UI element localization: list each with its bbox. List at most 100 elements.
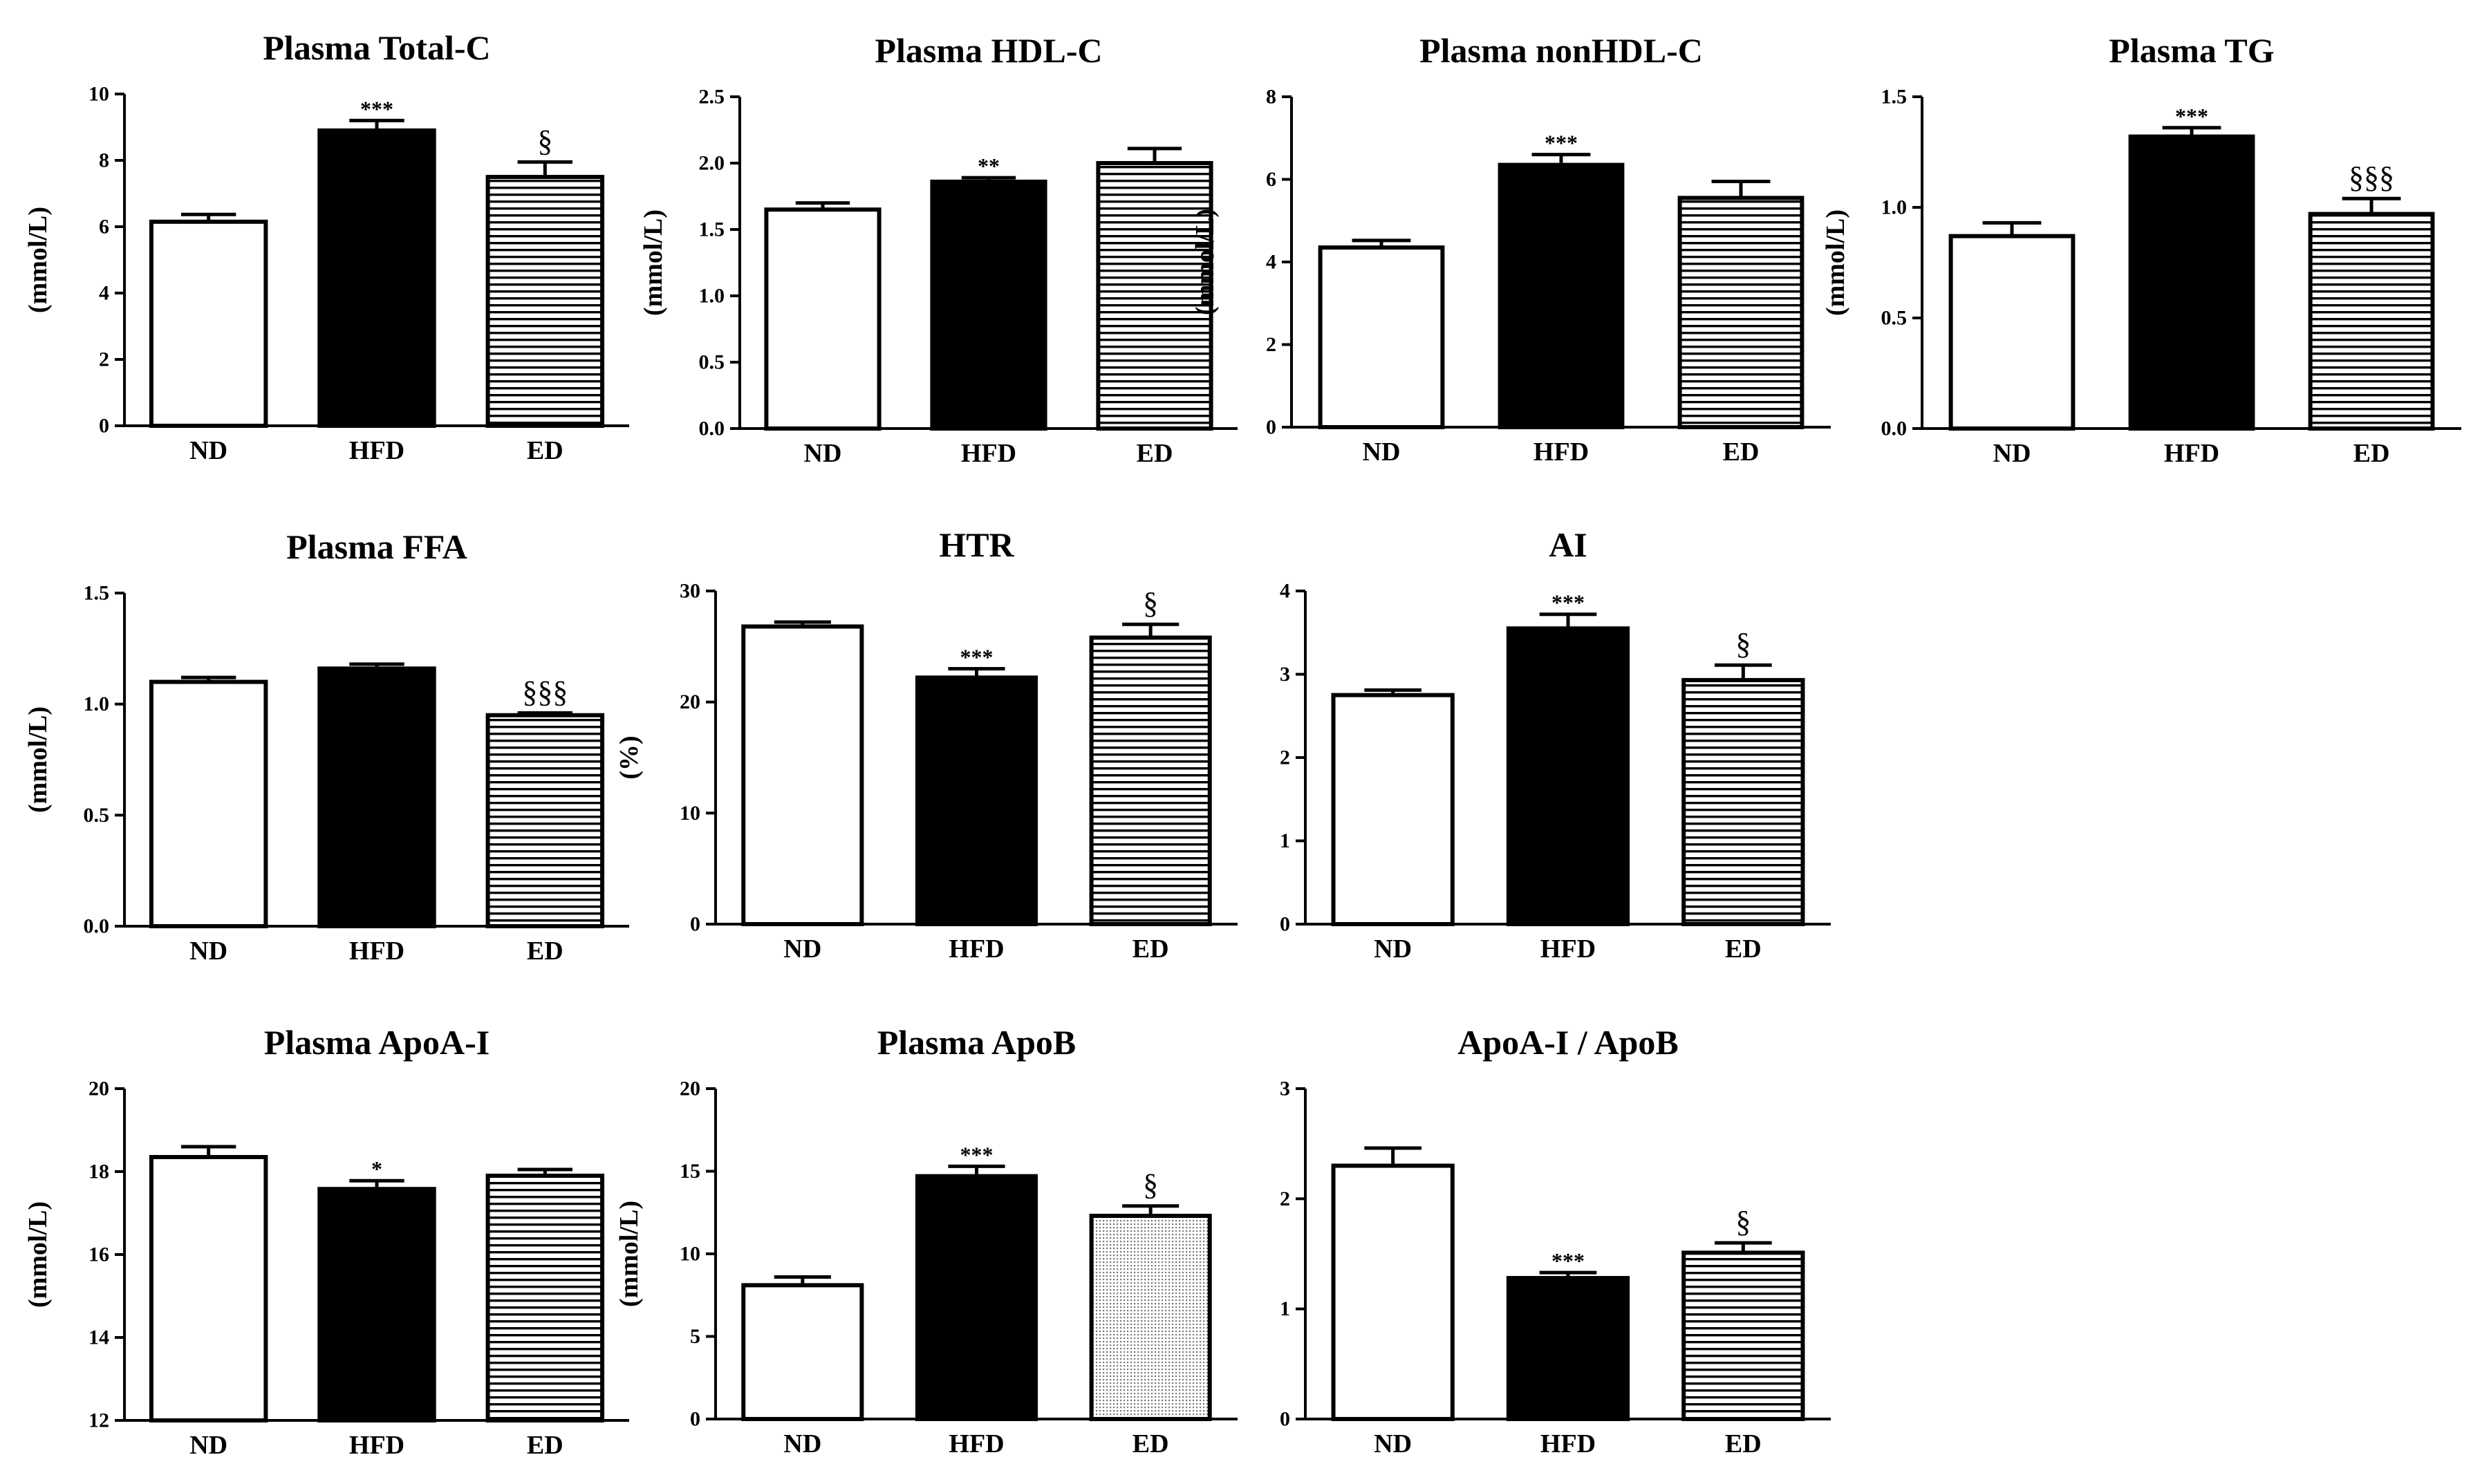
y-tick-label: 1 [1280,1297,1290,1320]
chart-panel-7: AI 0 1 2 3 4 ND HFD *** ED § [1280,525,1831,964]
chart-title: HTR [939,525,1014,564]
y-tick-label: 16 [88,1243,109,1266]
chart-title: AI [1549,525,1587,564]
y-axis-label: (mmol/L) [24,1201,53,1308]
y-tick-label: 30 [680,580,700,603]
bar-hfd [317,128,436,429]
bar-nd [1318,245,1445,429]
chart-panel-1: Plasma Total-C (mmol/L) 0 2 4 6 8 10 ND HFD *** ED § [24,28,629,465]
significance-label: *** [960,644,994,669]
x-tick-label: ND [189,1431,227,1460]
y-tick-label: 3 [1280,663,1290,686]
x-tick-label: HFD [1540,934,1596,964]
y-tick-label: 0.0 [699,417,725,440]
bar-ed [1096,161,1213,431]
bar-ed [485,1174,605,1422]
x-tick-label: ED [1725,1429,1762,1458]
y-tick-label: 8 [1266,86,1276,109]
x-tick-label: ND [783,934,821,964]
y-tick-label: 4 [99,282,109,305]
x-tick-label: ND [783,1429,821,1458]
chart-panel-8: Plasma ApoA-I (mmol/L) 12 14 16 18 20 ND HFD * ED [24,1023,629,1460]
chart-title: ApoA-I / ApoB [1457,1023,1679,1062]
y-tick-label: 0 [1266,416,1276,439]
bar-nd [149,679,268,928]
significance-label: *** [360,96,393,121]
y-tick-label: 2 [1280,746,1290,769]
x-tick-label: ND [1993,439,2031,468]
x-tick-label: ED [2353,439,2390,468]
y-tick-label: 1.0 [1881,196,1908,219]
chart-title: Plasma nonHDL-C [1419,31,1703,70]
y-tick-label: 4 [1280,580,1290,603]
y-tick-label: 4 [1266,251,1276,274]
y-tick-label: 0.5 [699,351,725,374]
y-tick-label: 0 [690,913,700,936]
bar-ed [485,175,605,428]
bar-nd [149,219,268,428]
significance-label: *** [1551,1248,1585,1273]
x-tick-label: HFD [1533,438,1589,467]
bar-nd [741,624,864,926]
bar-ed [1089,635,1212,926]
y-axis-label: (mmol/L) [639,209,668,316]
chart-panel-6: HTR (%) 0 10 20 30 ND HFD *** ED § [615,525,1238,964]
bar-nd [1331,693,1455,926]
y-tick-label: 6 [1266,168,1276,191]
y-tick-label: 2 [99,348,109,371]
y-tick-label: 2.5 [699,86,725,109]
bar-hfd [1498,162,1625,429]
chart-panel-4: Plasma TG (mmol/L) 0.0 0.5 1.0 1.5 ND HFD *** ED §… [1821,31,2461,468]
x-tick-label: ND [1374,1429,1412,1458]
x-tick-label: ND [1363,438,1401,467]
y-tick-label: 0.0 [1881,417,1908,440]
y-tick-label: 0 [99,415,109,438]
x-tick-label: ED [527,1431,563,1460]
chart-panel-5: Plasma FFA (mmol/L) 0.0 0.5 1.0 1.5 ND HFD ED §§§ [24,527,629,966]
y-tick-label: 1.5 [84,582,110,605]
y-axis-label: (mmol/L) [1821,209,1850,316]
y-tick-label: 0.5 [1881,307,1908,330]
y-tick-label: 8 [99,149,109,172]
y-tick-label: 10 [680,1243,700,1266]
significance-label: § [1143,586,1158,620]
chart-title: Plasma ApoB [877,1023,1076,1062]
y-tick-label: 0 [690,1408,700,1431]
chart-title: Plasma HDL-C [875,31,1102,70]
chart-title: Plasma FFA [286,527,467,566]
y-tick-label: 20 [88,1078,109,1100]
y-tick-label: 1 [1280,829,1290,852]
chart-panel-9: Plasma ApoB (mmol/L) 0 5 10 15 20 ND HFD *** ED § [615,1023,1238,1458]
x-tick-label: HFD [1540,1429,1596,1458]
y-tick-label: 20 [680,1078,700,1100]
y-axis-label: (mmol/L) [1191,209,1220,315]
x-tick-label: ED [1137,439,1173,468]
bar-hfd [2128,134,2255,431]
y-tick-label: 2 [1266,333,1276,356]
bar-nd [1948,234,2076,431]
significance-label: *** [1551,590,1585,615]
y-tick-label: 14 [88,1326,109,1349]
x-tick-label: ND [189,436,227,465]
x-tick-label: ED [527,937,563,966]
y-axis-label: (mmol/L) [24,207,53,313]
bar-nd [149,1155,268,1422]
bar-ed [485,713,605,928]
x-tick-label: ND [804,439,842,468]
y-tick-label: 5 [690,1325,700,1348]
significance-label: § [1143,1168,1158,1202]
x-tick-label: ND [1374,934,1412,964]
y-tick-label: 1.5 [699,218,725,241]
x-tick-label: HFD [349,1431,404,1460]
y-tick-label: 2.0 [699,152,725,175]
y-axis-label: (%) [615,735,644,779]
y-tick-label: 1.0 [699,285,725,308]
bar-hfd [317,666,436,929]
y-tick-label: 0 [1280,1408,1290,1431]
bar-ed [1677,196,1805,429]
chart-panel-10: ApoA-I / ApoB 0 1 2 3 ND HFD *** ED § [1280,1023,1831,1458]
x-tick-label: ED [1725,934,1762,964]
bar-nd [764,207,882,431]
bar-ed [1089,1214,1212,1422]
